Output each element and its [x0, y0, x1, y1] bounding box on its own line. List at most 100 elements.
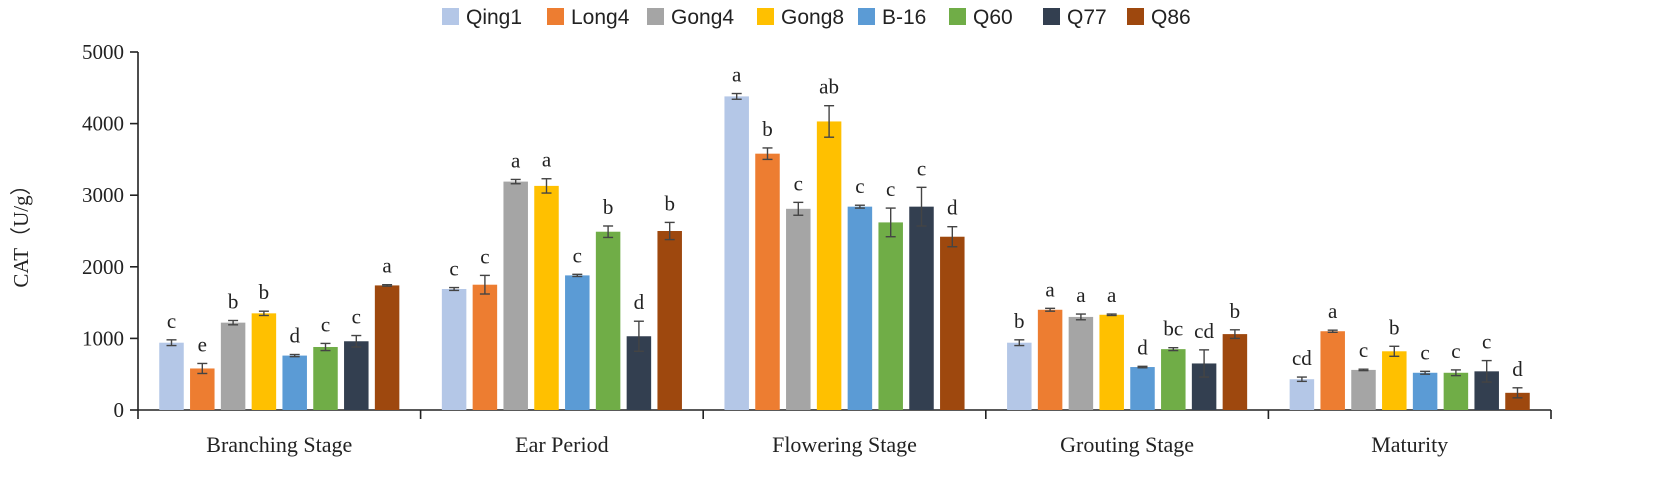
significance-label: cd: [1292, 346, 1312, 370]
significance-label: a: [1076, 283, 1086, 307]
bar-gong4: [1068, 316, 1094, 410]
significance-label: c: [1420, 340, 1429, 364]
significance-label: c: [1482, 330, 1491, 354]
bar-q60: [1161, 349, 1186, 410]
significance-label: c: [480, 244, 489, 268]
significance-label: e: [198, 332, 207, 356]
bar-qing1: [1289, 379, 1315, 410]
bar-long4: [1037, 309, 1063, 410]
bar-q60: [595, 231, 621, 410]
significance-label: a: [732, 63, 742, 87]
bar-qing1: [159, 342, 184, 410]
significance-label: d: [289, 324, 300, 348]
bar-gong4: [1351, 369, 1376, 410]
x-category-label: Branching Stage: [206, 432, 352, 457]
legend-label-long4: Long4: [571, 6, 630, 29]
legend-label-q60: Q60: [973, 6, 1013, 29]
significance-label: bc: [1163, 317, 1183, 341]
significance-label: b: [1389, 315, 1400, 339]
bar-q77: [344, 341, 369, 410]
significance-label: c: [167, 309, 176, 333]
significance-label: c: [794, 171, 803, 195]
y-tick-label: 2000: [82, 255, 124, 279]
legend-swatch-gong8: [757, 8, 774, 25]
legend-swatch-b-16: [858, 8, 875, 25]
significance-label: c: [449, 257, 458, 281]
bar-q60: [1443, 372, 1469, 410]
bar-long4: [190, 368, 215, 410]
legend-label-q86: Q86: [1151, 6, 1191, 29]
y-axis-label: CAT（U/g）: [9, 174, 33, 287]
significance-label: a: [1107, 283, 1117, 307]
significance-label: d: [634, 290, 645, 314]
bar-gong8: [1382, 351, 1407, 410]
significance-label: a: [511, 148, 521, 172]
y-tick-label: 4000: [82, 112, 124, 136]
bar-q86: [1222, 334, 1248, 410]
bar-b-16: [282, 355, 307, 410]
y-tick-label: 0: [114, 398, 125, 422]
significance-label: c: [1359, 338, 1368, 362]
bar-b-16: [1412, 372, 1438, 410]
significance-label: b: [259, 280, 270, 304]
legend-label-q77: Q77: [1067, 6, 1107, 29]
x-category-label: Ear Period: [515, 432, 608, 457]
legend-label-gong4: Gong4: [671, 6, 734, 29]
significance-label: c: [917, 156, 926, 180]
bar-b-16: [847, 206, 873, 410]
legend-swatch-q86: [1127, 8, 1144, 25]
significance-label: c: [1451, 339, 1460, 363]
significance-label: b: [1014, 309, 1025, 333]
bar-b-16: [565, 275, 590, 410]
bar-q86: [1505, 392, 1530, 410]
legend-swatch-gong4: [647, 8, 664, 25]
bar-q60: [878, 222, 903, 410]
significance-label: b: [762, 117, 773, 141]
bar-qing1: [441, 288, 467, 410]
bar-gong8: [816, 121, 842, 411]
significance-label: ab: [819, 75, 839, 99]
x-category-label: Flowering Stage: [772, 432, 917, 457]
significance-label: b: [664, 191, 675, 215]
bar-qing1: [724, 96, 749, 410]
significance-label: b: [1230, 299, 1241, 323]
y-tick-label: 1000: [82, 326, 124, 350]
bar-gong4: [503, 181, 528, 410]
significance-label: a: [542, 148, 552, 172]
y-tick-label: 3000: [82, 183, 124, 207]
bar-gong8: [251, 313, 277, 410]
bar-long4: [1320, 331, 1345, 410]
bar-long4: [472, 284, 498, 410]
bar-q60: [313, 346, 338, 410]
significance-label: d: [1512, 357, 1523, 381]
bar-gong8: [1099, 314, 1124, 410]
significance-label: d: [947, 196, 958, 220]
significance-label: a: [382, 254, 392, 278]
bars: [159, 92, 1530, 411]
significance-label: a: [1328, 299, 1338, 323]
bar-gong4: [786, 208, 811, 410]
bar-b-16: [1130, 367, 1155, 410]
significance-label: d: [1137, 335, 1148, 359]
bar-q86: [374, 285, 400, 410]
bar-q86: [657, 231, 682, 410]
bar-gong8: [534, 185, 559, 410]
x-category-label: Grouting Stage: [1060, 432, 1194, 457]
legend-label-gong8: Gong8: [781, 6, 844, 29]
significance-label: c: [855, 174, 864, 198]
bar-long4: [755, 153, 780, 410]
significance-label: c: [352, 305, 361, 329]
legend-swatch-long4: [547, 8, 564, 25]
significance-label: b: [228, 290, 239, 314]
legend: Qing1 Long4 Gong4 Gong8 B-16 Q60 Q77 Q86: [442, 6, 1191, 29]
legend-swatch-q60: [949, 8, 966, 25]
significance-label: c: [321, 312, 330, 336]
significance-label: c: [886, 177, 895, 201]
bar-q86: [940, 236, 965, 410]
legend-swatch-qing1: [442, 8, 459, 25]
bar-q77: [909, 206, 934, 410]
significance-label: b: [603, 195, 614, 219]
